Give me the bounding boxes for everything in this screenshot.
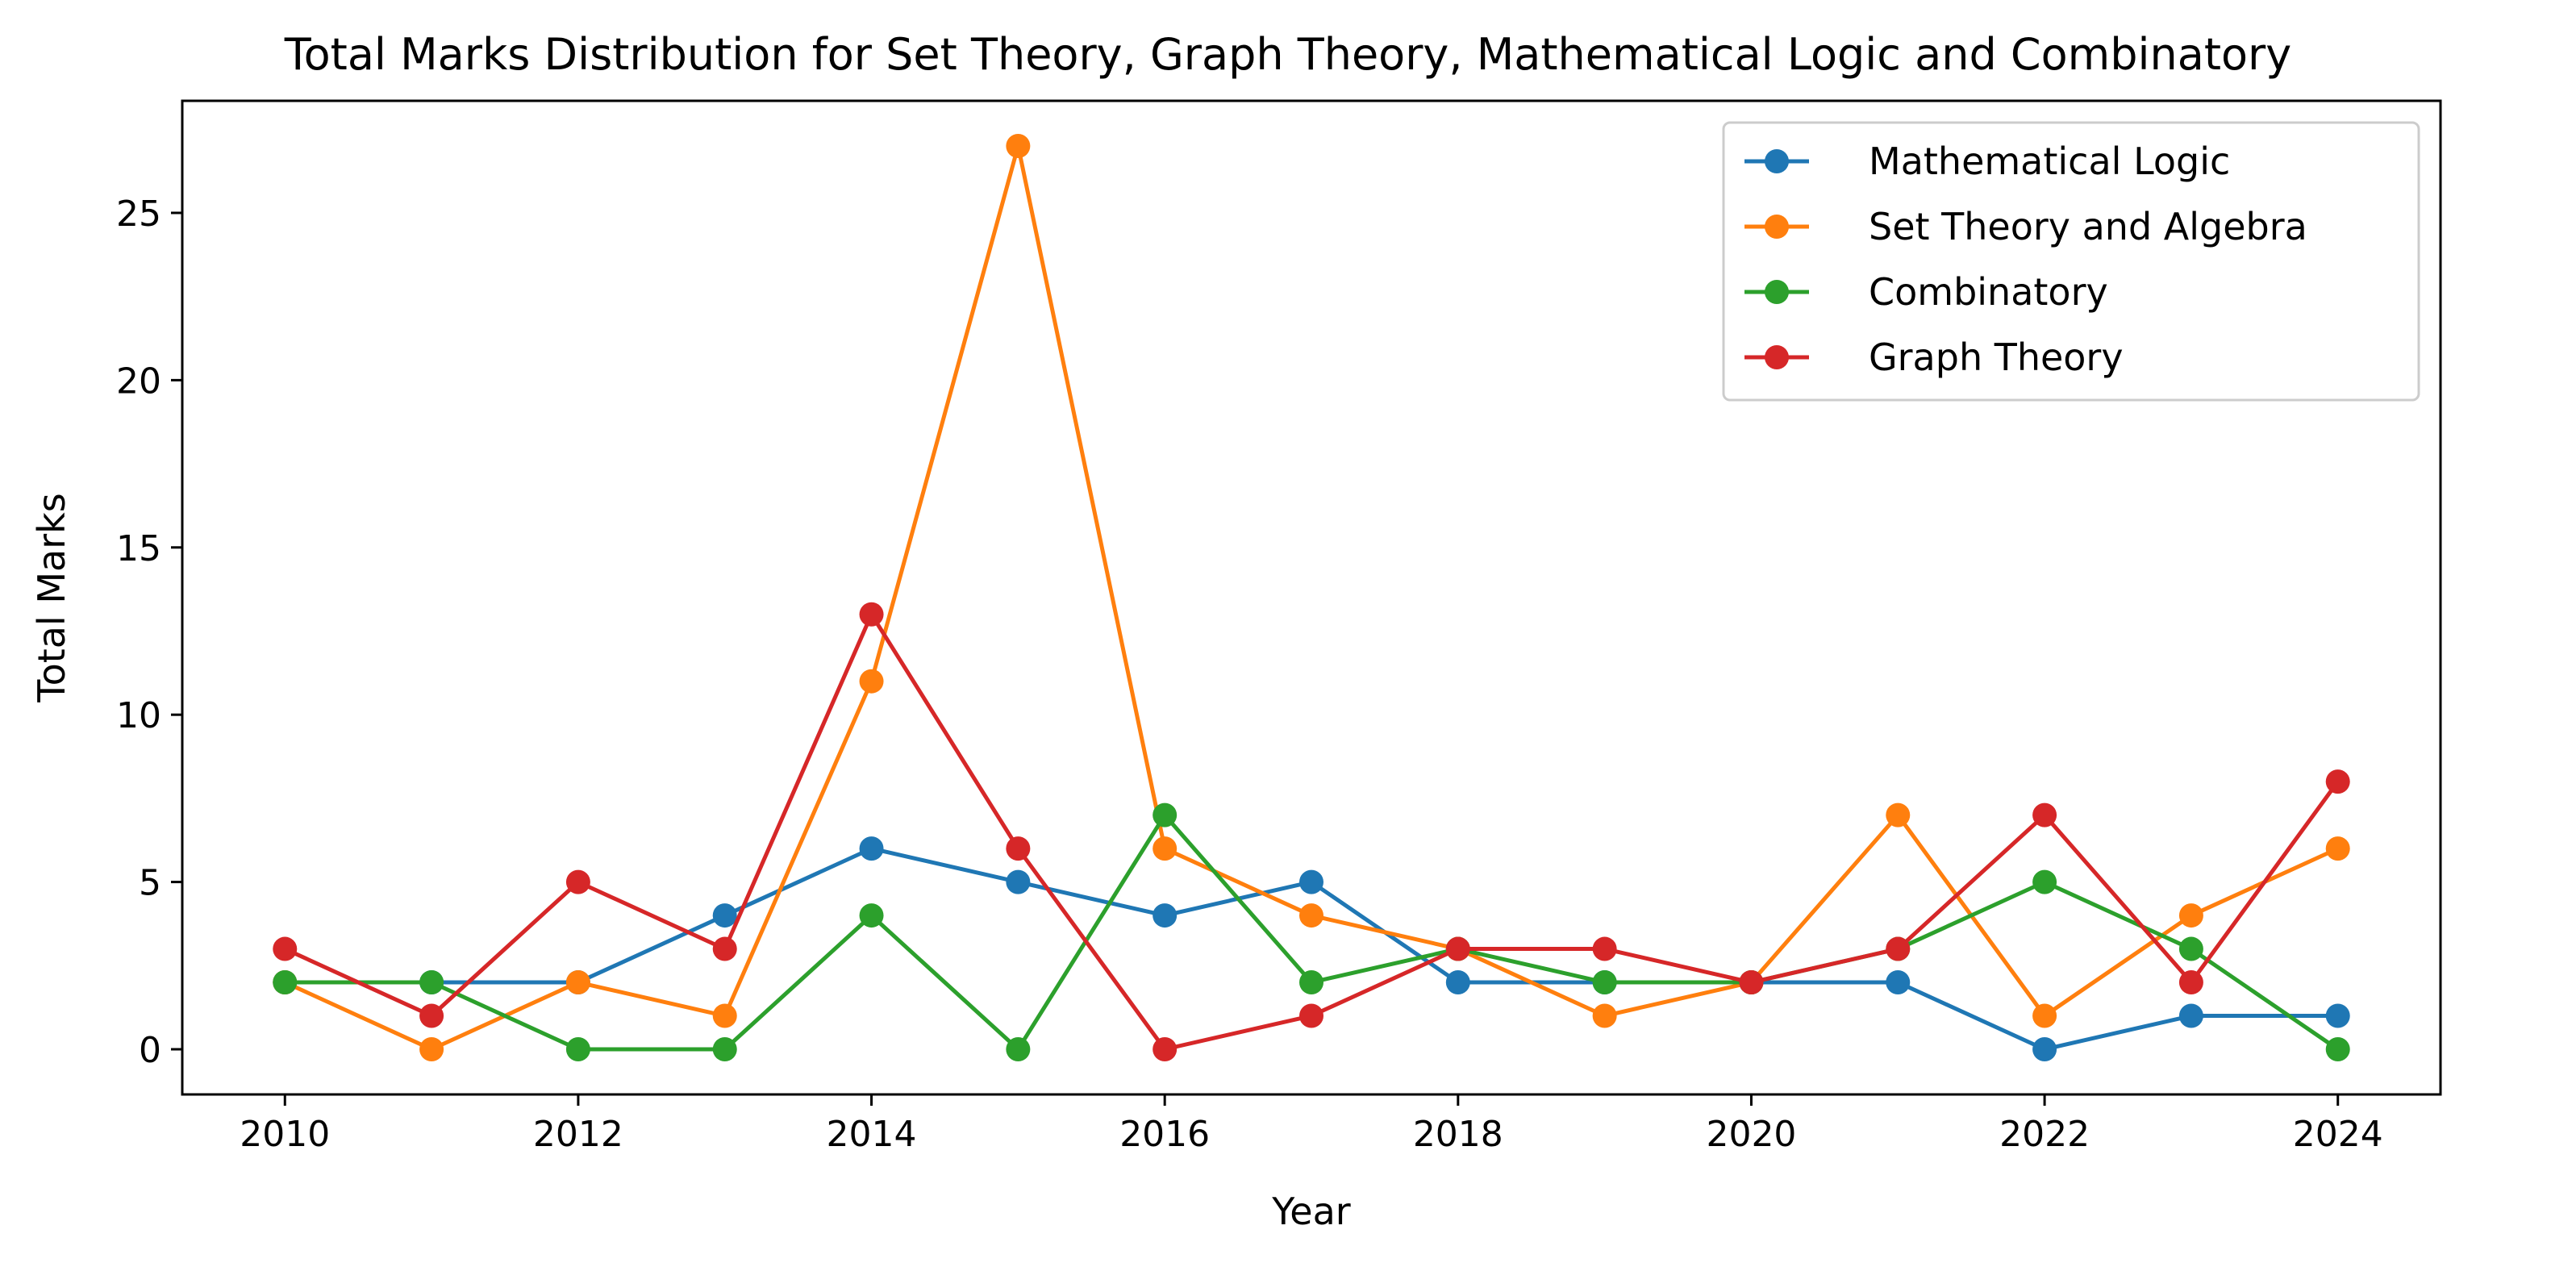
y-axis-label: Total Marks bbox=[30, 493, 73, 702]
data-point-set-theory-and-algebra bbox=[565, 970, 590, 995]
data-point-graph-theory bbox=[2032, 802, 2057, 827]
legend-swatch-marker bbox=[1765, 149, 1789, 173]
data-point-graph-theory bbox=[1592, 936, 1617, 961]
x-axis: 2010 2012 2014 2016 2018 2020 2022 2024 bbox=[240, 1094, 2383, 1155]
data-point-graph-theory bbox=[1886, 936, 1911, 961]
data-point-mathematical-logic bbox=[1299, 869, 1323, 894]
data-point-combinatory bbox=[859, 903, 884, 928]
data-point-mathematical-logic bbox=[1006, 869, 1031, 894]
legend-swatch-marker bbox=[1765, 345, 1789, 369]
x-tick-label: 2020 bbox=[1706, 1114, 1796, 1155]
data-point-combinatory bbox=[1592, 970, 1617, 995]
data-point-graph-theory bbox=[1299, 1003, 1323, 1028]
legend-label: Combinatory bbox=[1869, 270, 2108, 314]
legend-item: Mathematical Logic bbox=[1744, 140, 2230, 183]
data-point-graph-theory bbox=[1153, 1037, 1178, 1061]
x-tick-label: 2018 bbox=[1413, 1114, 1503, 1155]
data-point-combinatory bbox=[1299, 970, 1323, 995]
data-point-set-theory-and-algebra bbox=[2178, 903, 2203, 928]
series-graph-theory bbox=[273, 602, 2350, 1061]
data-point-combinatory bbox=[565, 1037, 590, 1061]
data-point-combinatory bbox=[419, 970, 444, 995]
legend-item: Graph Theory bbox=[1744, 336, 2124, 379]
x-tick-label: 2022 bbox=[1999, 1114, 2090, 1155]
y-tick-label: 15 bbox=[116, 528, 161, 569]
data-point-set-theory-and-algebra bbox=[1153, 836, 1178, 861]
legend-swatch-marker bbox=[1765, 215, 1789, 239]
data-point-graph-theory bbox=[273, 936, 298, 961]
data-point-combinatory bbox=[2325, 1037, 2350, 1061]
data-point-mathematical-logic bbox=[859, 836, 884, 861]
data-point-mathematical-logic bbox=[2178, 1003, 2203, 1028]
y-axis: 0 5 10 15 20 25 bbox=[116, 194, 182, 1071]
x-tick-label: 2016 bbox=[1119, 1114, 1210, 1155]
legend-label: Mathematical Logic bbox=[1869, 140, 2230, 183]
data-point-mathematical-logic bbox=[2032, 1037, 2057, 1061]
data-point-set-theory-and-algebra bbox=[859, 669, 884, 694]
data-point-mathematical-logic bbox=[2325, 1003, 2350, 1028]
data-point-mathematical-logic bbox=[1886, 970, 1911, 995]
data-point-graph-theory bbox=[859, 602, 884, 627]
legend-item: Combinatory bbox=[1744, 270, 2108, 314]
y-tick-label: 0 bbox=[139, 1030, 161, 1071]
y-tick-label: 20 bbox=[116, 361, 161, 402]
data-point-mathematical-logic bbox=[1153, 903, 1178, 928]
x-tick-label: 2014 bbox=[827, 1114, 917, 1155]
plot-series bbox=[273, 134, 2350, 1061]
data-point-set-theory-and-algebra bbox=[1886, 802, 1911, 827]
data-point-set-theory-and-algebra bbox=[2032, 1003, 2057, 1028]
data-point-graph-theory bbox=[1739, 970, 1764, 995]
y-tick-label: 10 bbox=[116, 695, 161, 736]
data-point-combinatory bbox=[1006, 1037, 1031, 1061]
data-point-graph-theory bbox=[712, 936, 737, 961]
data-point-graph-theory bbox=[419, 1003, 444, 1028]
data-point-set-theory-and-algebra bbox=[1592, 1003, 1617, 1028]
data-point-graph-theory bbox=[2325, 769, 2350, 794]
y-tick-label: 5 bbox=[139, 863, 161, 904]
data-point-combinatory bbox=[2178, 936, 2203, 961]
data-point-graph-theory bbox=[1445, 936, 1470, 961]
data-point-mathematical-logic bbox=[712, 903, 737, 928]
data-point-combinatory bbox=[1153, 802, 1178, 827]
data-point-combinatory bbox=[273, 970, 298, 995]
data-point-mathematical-logic bbox=[1445, 970, 1470, 995]
plot-frame bbox=[181, 99, 2442, 1096]
legend-label: Graph Theory bbox=[1869, 336, 2124, 379]
data-point-combinatory bbox=[712, 1037, 737, 1061]
data-point-set-theory-and-algebra bbox=[2325, 836, 2350, 861]
legend-box bbox=[1722, 121, 2420, 402]
x-axis-label: Year bbox=[1271, 1190, 1350, 1233]
data-point-graph-theory bbox=[1006, 836, 1031, 861]
legend-swatch-marker bbox=[1765, 280, 1789, 304]
chart-title: Total Marks Distribution for Set Theory,… bbox=[284, 29, 2291, 80]
data-point-set-theory-and-algebra bbox=[1006, 134, 1031, 158]
x-tick-label: 2012 bbox=[533, 1114, 623, 1155]
data-point-graph-theory bbox=[565, 869, 590, 894]
data-point-set-theory-and-algebra bbox=[419, 1037, 444, 1061]
x-tick-label: 2024 bbox=[2293, 1114, 2383, 1155]
legend: Mathematical Logic Set Theory and Algebra… bbox=[1722, 121, 2420, 402]
data-point-combinatory bbox=[2032, 869, 2057, 894]
data-point-set-theory-and-algebra bbox=[712, 1003, 737, 1028]
data-point-graph-theory bbox=[2178, 970, 2203, 995]
legend-item: Set Theory and Algebra bbox=[1744, 205, 2307, 248]
y-tick-label: 25 bbox=[116, 194, 161, 235]
data-point-set-theory-and-algebra bbox=[1299, 903, 1323, 928]
legend-label: Set Theory and Algebra bbox=[1869, 205, 2307, 248]
x-tick-label: 2010 bbox=[240, 1114, 330, 1155]
